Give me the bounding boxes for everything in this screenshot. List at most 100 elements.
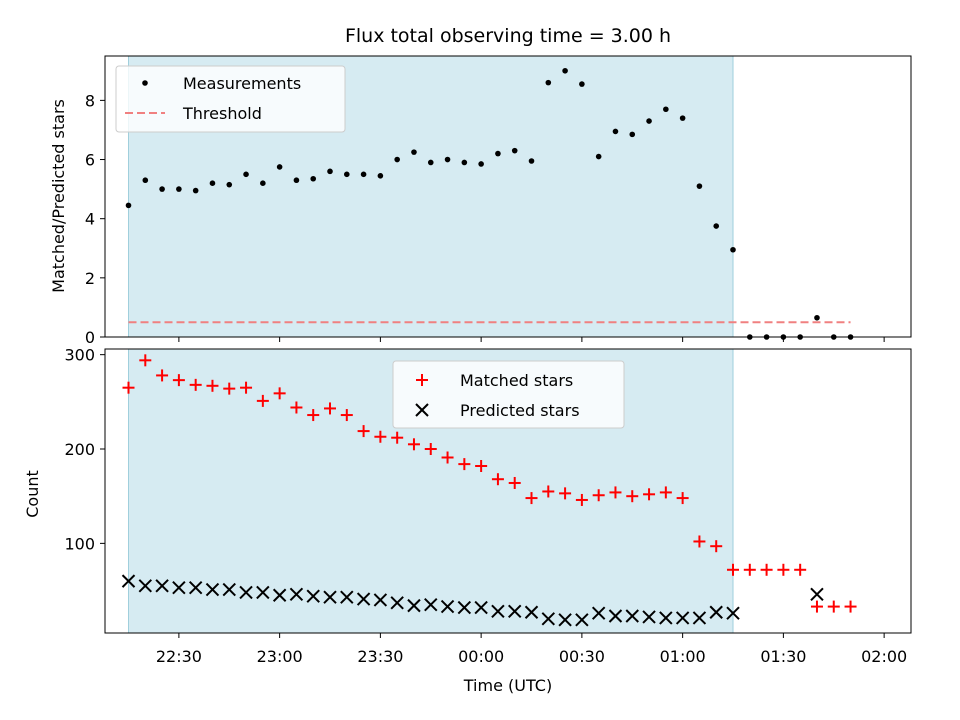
- predicted-star-point: [608, 609, 623, 623]
- matched-star-point: [743, 563, 756, 576]
- predicted-star-stroke-b: [591, 606, 606, 620]
- measurement-point: [545, 79, 552, 86]
- top-y-tick-label: 6: [85, 151, 95, 170]
- predicted-star-stroke-b: [306, 589, 320, 603]
- predicted-star-point: [340, 590, 354, 604]
- matched-star-point: [172, 374, 185, 387]
- measurement-point: [192, 187, 199, 194]
- bottom-y-axis-label: Count: [23, 470, 42, 518]
- measurement-point: [142, 177, 149, 184]
- predicted-star-stroke-b: [407, 598, 421, 613]
- top-chart-title: Flux total observing time = 3.00 h: [345, 25, 671, 47]
- predicted-star-stroke-b: [692, 611, 707, 625]
- predicted-star-stroke-b: [659, 611, 673, 625]
- matched-star-point: [559, 487, 572, 500]
- measurement-point: [579, 81, 585, 87]
- matched-star-point: [525, 492, 538, 505]
- top-y-tick-label: 0: [85, 328, 95, 347]
- matched-star-point: [626, 490, 639, 503]
- predicted-star-stroke-b: [642, 610, 656, 624]
- predicted-star-stroke-b: [356, 592, 371, 606]
- predicted-star-stroke-b: [155, 579, 169, 593]
- measurement-point: [360, 171, 367, 178]
- predicted-stars-series: [121, 574, 824, 627]
- measurement-point: [444, 156, 451, 163]
- predicted-star-point: [138, 579, 153, 593]
- predicted-star-point: [121, 574, 136, 588]
- matched-star-point: [407, 438, 420, 451]
- predicted-star-stroke-b: [709, 605, 723, 619]
- measurement-point: [176, 186, 182, 192]
- predicted-star-point: [692, 611, 707, 625]
- legend-predicted-label: Predicted stars: [460, 401, 580, 420]
- matched-star-point: [827, 600, 840, 613]
- predicted-star-stroke-b: [457, 600, 472, 615]
- matched-star-point: [810, 600, 823, 613]
- predicted-star-stroke-b: [625, 609, 639, 623]
- matched-star-point: [240, 381, 253, 394]
- measurement-point: [243, 171, 249, 178]
- measurement-point: [646, 118, 652, 124]
- bottom-legend: Matched stars Predicted stars: [392, 360, 625, 429]
- matched-star-point: [441, 451, 454, 464]
- bottom-x-tick-label: 00:30: [559, 647, 605, 666]
- predicted-star-point: [558, 613, 572, 627]
- top-x-ticks: [178, 337, 885, 342]
- bottom-y-tick-label: 300: [64, 346, 95, 365]
- matched-star-point: [223, 382, 236, 395]
- matched-star-point: [424, 443, 437, 456]
- predicted-star-point: [575, 613, 589, 627]
- bottom-y-tick-label: 200: [64, 440, 95, 459]
- matched-star-point: [643, 488, 656, 501]
- predicted-star-point: [222, 582, 236, 597]
- predicted-star-point: [407, 598, 421, 613]
- measurement-point: [562, 67, 568, 74]
- top-panel: 0 2 4 6 8 Flux total observing time = 3.00 h…: [49, 25, 912, 347]
- measurement-point: [226, 181, 233, 188]
- predicted-star-stroke-b: [726, 606, 740, 620]
- top-y-tick-label: 8: [85, 91, 95, 110]
- predicted-star-stroke-b: [340, 590, 354, 604]
- predicted-star-point: [659, 611, 673, 625]
- predicted-star-point: [373, 593, 388, 607]
- predicted-star-point: [625, 609, 639, 623]
- measurement-point: [730, 246, 736, 253]
- predicted-star-stroke-b: [675, 611, 690, 625]
- top-legend: Measurements Threshold: [115, 65, 346, 133]
- matched-star-point: [357, 425, 370, 438]
- bottom-x-tick-label: 22:30: [156, 647, 202, 666]
- predicted-star-point: [508, 604, 522, 619]
- top-y-ticks: 0 2 4 6 8: [85, 91, 105, 347]
- matched-star-point: [491, 473, 504, 486]
- bottom-y-ticks: 100 200 300: [64, 346, 105, 553]
- top-y-tick-label: 2: [85, 269, 95, 288]
- predicted-star-stroke-b: [810, 587, 824, 602]
- matched-star-point: [592, 489, 605, 502]
- measurement-point: [209, 180, 216, 186]
- measurement-point: [511, 147, 518, 154]
- measurement-point: [814, 314, 820, 321]
- predicted-star-stroke-b: [323, 590, 337, 604]
- predicted-star-point: [390, 596, 404, 610]
- predicted-star-point: [188, 581, 203, 595]
- bottom-x-ticks: 22:30 23:00 23:30 00:00 00:30 01:00 01:30 02:00: [156, 633, 907, 666]
- matched-star-point: [189, 378, 202, 391]
- matched-star-point: [340, 409, 353, 422]
- matched-star-point: [290, 401, 303, 414]
- predicted-star-point: [272, 588, 287, 602]
- matched-star-point: [727, 563, 740, 576]
- legend-measurements-marker: [142, 80, 148, 86]
- measurement-point: [612, 128, 619, 135]
- predicted-star-stroke-b: [205, 582, 220, 597]
- predicted-star-point: [424, 597, 438, 612]
- bottom-x-tick-label: 00:00: [458, 647, 504, 666]
- matched-star-point: [542, 485, 555, 498]
- bottom-x-tick-label: 23:00: [257, 647, 303, 666]
- predicted-star-stroke-b: [272, 588, 287, 602]
- predicted-star-stroke-b: [239, 585, 253, 600]
- predicted-star-point: [457, 600, 472, 615]
- measurement-point: [159, 186, 165, 192]
- matched-star-point: [508, 476, 521, 489]
- top-y-tick-label: 4: [85, 210, 95, 229]
